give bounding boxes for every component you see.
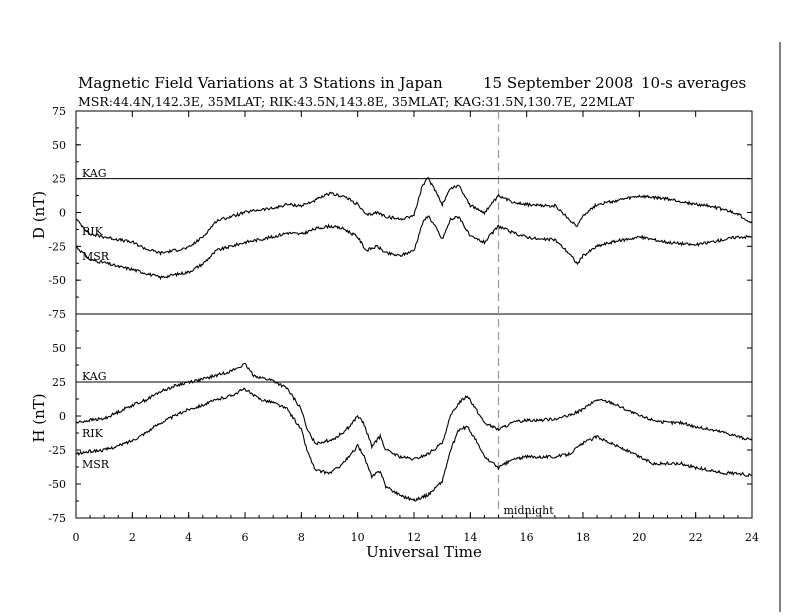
d-panel-frame bbox=[75, 110, 753, 315]
chart-averaging: 10-s averages bbox=[641, 74, 746, 92]
chart-title: Magnetic Field Variations at 3 Stations … bbox=[78, 74, 443, 92]
d-label-rik: RIK bbox=[82, 225, 104, 238]
xtick-label: 22 bbox=[689, 531, 703, 544]
station-coordinates: MSR:44.4N,142.3E, 35MLAT; RIK:43.5N,143.… bbox=[78, 94, 635, 109]
d-series-rik bbox=[75, 176, 753, 256]
x-ticks: 0 2 4 6 8 10 12 14 16 18 20 22 24 bbox=[73, 111, 759, 544]
h-panel-y-ticks: 50 25 0 -25 -50 -75 bbox=[48, 313, 752, 525]
h-ytick-label: -50 bbox=[48, 478, 66, 491]
d-ytick-label: -75 bbox=[48, 308, 66, 321]
h-panel-series bbox=[75, 362, 753, 502]
h-ytick-label: 0 bbox=[59, 410, 66, 423]
d-ytick-label: 0 bbox=[59, 207, 66, 220]
xtick-label: 4 bbox=[185, 531, 192, 544]
midnight-label: midnight bbox=[504, 504, 555, 517]
xtick-label: 6 bbox=[242, 531, 249, 544]
xtick-label: 8 bbox=[298, 531, 305, 544]
d-panel-y-ticks: 75 50 25 0 -25 -50 -75 bbox=[48, 105, 752, 321]
xtick-label: 16 bbox=[520, 531, 534, 544]
h-label-rik: RIK bbox=[82, 427, 104, 440]
xtick-label: 10 bbox=[351, 531, 365, 544]
h-series-msr bbox=[75, 387, 753, 502]
d-axis-label: D (nT) bbox=[30, 191, 48, 239]
h-axis-label: H (nT) bbox=[30, 393, 48, 442]
d-label-msr: MSR bbox=[82, 250, 110, 263]
d-ytick-label: 25 bbox=[52, 173, 66, 186]
h-series-rik bbox=[75, 362, 753, 461]
h-label-kag: KAG bbox=[82, 370, 107, 383]
xtick-label: 12 bbox=[407, 531, 421, 544]
xtick-label: 20 bbox=[632, 531, 646, 544]
xtick-label: 0 bbox=[73, 531, 80, 544]
h-label-msr: MSR bbox=[82, 458, 110, 471]
d-label-kag: KAG bbox=[82, 167, 107, 180]
h-ytick-label: -25 bbox=[48, 444, 66, 457]
xtick-label: 2 bbox=[129, 531, 136, 544]
d-ytick-label: 75 bbox=[52, 105, 66, 118]
d-series-msr bbox=[75, 215, 753, 281]
d-ytick-label: 50 bbox=[52, 139, 66, 152]
d-panel-series bbox=[75, 176, 753, 281]
xtick-label: 24 bbox=[745, 531, 759, 544]
h-ytick-label: -75 bbox=[48, 512, 66, 525]
x-axis-label: Universal Time bbox=[366, 543, 482, 561]
d-ytick-label: -25 bbox=[48, 240, 66, 253]
h-ytick-label: 25 bbox=[52, 376, 66, 389]
d-ytick-label: -50 bbox=[48, 274, 66, 287]
xtick-label: 14 bbox=[463, 531, 477, 544]
chart-date: 15 September 2008 bbox=[483, 74, 633, 92]
xtick-label: 18 bbox=[576, 531, 590, 544]
h-ytick-label: 50 bbox=[52, 342, 66, 355]
